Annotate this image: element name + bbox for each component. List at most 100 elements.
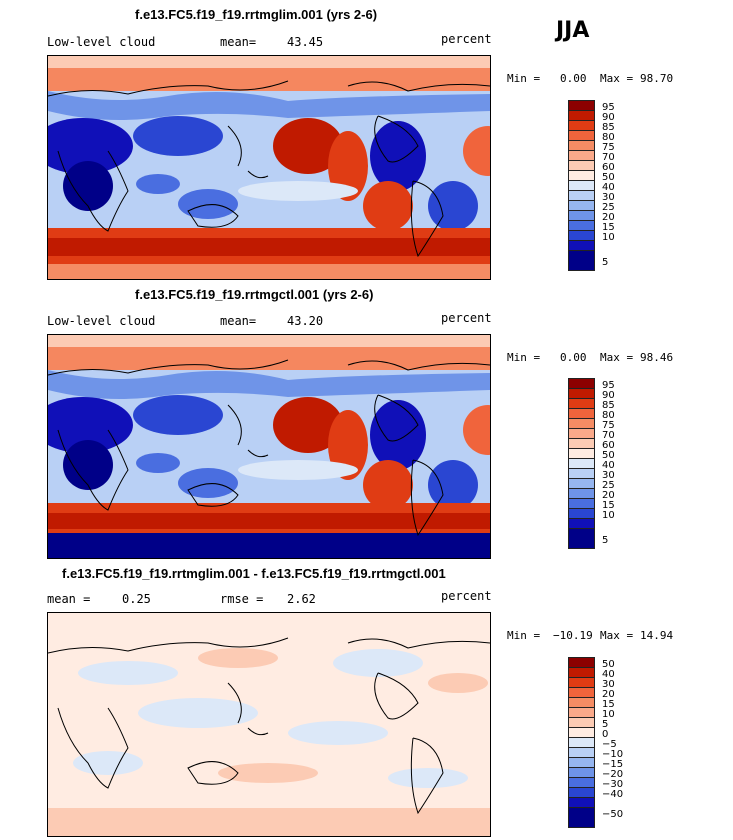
polar-cap: [48, 335, 490, 347]
panel-2-colorbar: 95 90 85 80 75 70 60 50 40 30 25 20 15 1…: [568, 378, 628, 550]
sahara-clear: [63, 161, 113, 211]
colorbar-label: 15: [602, 222, 615, 233]
colorbar-label: 95: [602, 102, 615, 113]
colorbar-label: 90: [602, 112, 615, 123]
california-stratocumulus: [328, 131, 368, 201]
panel-3-title: f.e13.FC5.f19_f19.rrtmglim.001 - f.e13.F…: [62, 566, 446, 581]
africa-asia-clear-region: [48, 118, 133, 174]
north-america-clear: [370, 121, 426, 191]
colorbar-label: 80: [602, 132, 615, 143]
panel-2-title: f.e13.FC5.f19_f19.rrtmgctl.001 (yrs 2-6): [135, 287, 374, 302]
panel-2-mean-value: 43.20: [287, 314, 324, 328]
panel-2-mean-label: mean=: [220, 314, 257, 328]
colorbar-label: −5: [602, 739, 617, 750]
panel-3-rmse-label: rmse =: [220, 592, 264, 606]
colorbar-label: 75: [602, 142, 615, 153]
colorbar-label: 40: [602, 182, 615, 193]
colorbar-label: −10: [602, 749, 624, 760]
asia-clear-region: [133, 116, 223, 156]
diff-negative-region: [333, 649, 423, 677]
polar-cap: [48, 56, 490, 68]
colorbar-label: −15: [602, 759, 624, 770]
colorbar-label: 10: [602, 510, 615, 521]
colorbar-label: 25: [602, 202, 615, 213]
colorbar-label: 0: [602, 729, 609, 740]
diff-positive-region: [218, 763, 318, 783]
coastlines: [48, 637, 490, 815]
colorbar-label: 20: [602, 212, 615, 223]
panel-1-max-value: 98.70: [640, 72, 674, 85]
indian-ocean-band: [136, 174, 180, 194]
natl-cloud: [463, 126, 490, 176]
panel-3-map: [47, 612, 491, 837]
panel-2-max-label: Max =: [600, 351, 634, 364]
colorbar-label: 90: [602, 390, 615, 401]
peru-stratocumulus: [363, 181, 413, 231]
panel-1-units: percent: [441, 32, 492, 46]
colorbar-swatch: [568, 528, 595, 549]
panel-3-colorbar: 50 40 30 20 15 10 5 0 −5 −10 −15 −20 −30…: [568, 657, 628, 829]
colorbar-label: −20: [602, 769, 624, 780]
panel-3-min-value: −10.19: [553, 629, 593, 642]
panel-1-variable: Low-level cloud: [47, 35, 156, 49]
antarctic-edge: [48, 264, 490, 279]
diff-positive-region: [428, 673, 488, 693]
colorbar-label: 80: [602, 410, 615, 421]
south-america-clear: [428, 460, 478, 510]
indian-ocean-band: [136, 453, 180, 473]
diff-negative-region: [73, 751, 143, 775]
panel-3-mean-label: mean =: [47, 592, 91, 606]
diff-antarctic-band: [48, 808, 490, 836]
colorbar-label: 50: [602, 450, 615, 461]
colorbar-label: 10: [602, 709, 615, 720]
colorbar-label: 5: [602, 257, 609, 268]
colorbar-label: 50: [602, 172, 615, 183]
panel-3-max-label: Max =: [600, 629, 634, 642]
colorbar-label: −40: [602, 789, 624, 800]
panel-2-units: percent: [441, 311, 492, 325]
coastlines: [48, 80, 490, 258]
panel-3-mean-value: 0.25: [122, 592, 151, 606]
panel-1-max-label: Max =: [600, 72, 634, 85]
colorbar-label: 5: [602, 535, 609, 546]
colorbar-label: 15: [602, 500, 615, 511]
nh-land-low-cloud: [48, 91, 490, 120]
colorbar-label: 10: [602, 232, 615, 243]
natl-cloud: [463, 405, 490, 455]
colorbar-label: 40: [602, 460, 615, 471]
panel-2-map: [47, 334, 491, 559]
africa-asia-clear-region: [48, 397, 133, 453]
california-stratocumulus: [328, 410, 368, 480]
diff-positive-region: [198, 648, 278, 668]
australia-clear: [178, 468, 238, 498]
panel-1-title: f.e13.FC5.f19_f19.rrtmglim.001 (yrs 2-6): [135, 7, 378, 22]
colorbar-label: 70: [602, 152, 615, 163]
map-background: [48, 613, 490, 836]
panel-2-max-value: 98.46: [640, 351, 674, 364]
colorbar-label: 15: [602, 699, 615, 710]
panel-3-min-label: Min =: [507, 629, 541, 642]
diff-negative-region: [388, 768, 468, 788]
colorbar-label: 25: [602, 480, 615, 491]
colorbar-label: 30: [602, 679, 615, 690]
panel-1-mean-label: mean=: [220, 35, 257, 49]
colorbar-label: 20: [602, 689, 615, 700]
colorbar-label: 70: [602, 430, 615, 441]
peru-stratocumulus: [363, 460, 413, 510]
colorbar-label: −50: [602, 809, 624, 820]
panel-2-min-value: 0.00: [560, 351, 587, 364]
colorbar-label: 20: [602, 490, 615, 501]
diff-negative-region: [78, 661, 178, 685]
colorbar-swatch: [568, 250, 595, 271]
colorbar-label: 30: [602, 192, 615, 203]
colorbar-swatch: [568, 807, 595, 828]
diff-negative-region: [288, 721, 388, 745]
panel-3-rmse-value: 2.62: [287, 592, 316, 606]
panel-1-colorbar: 95 90 85 80 75 70 60 50 40 30 25 20 15 1…: [568, 100, 628, 272]
panel-1-map: [47, 55, 491, 280]
antarctica-clear: [48, 533, 490, 558]
panel-1-min-label: Min =: [507, 72, 541, 85]
colorbar-label: 60: [602, 162, 615, 173]
npac-stratocumulus: [273, 397, 343, 453]
tropical-pacific-band: [238, 181, 358, 201]
